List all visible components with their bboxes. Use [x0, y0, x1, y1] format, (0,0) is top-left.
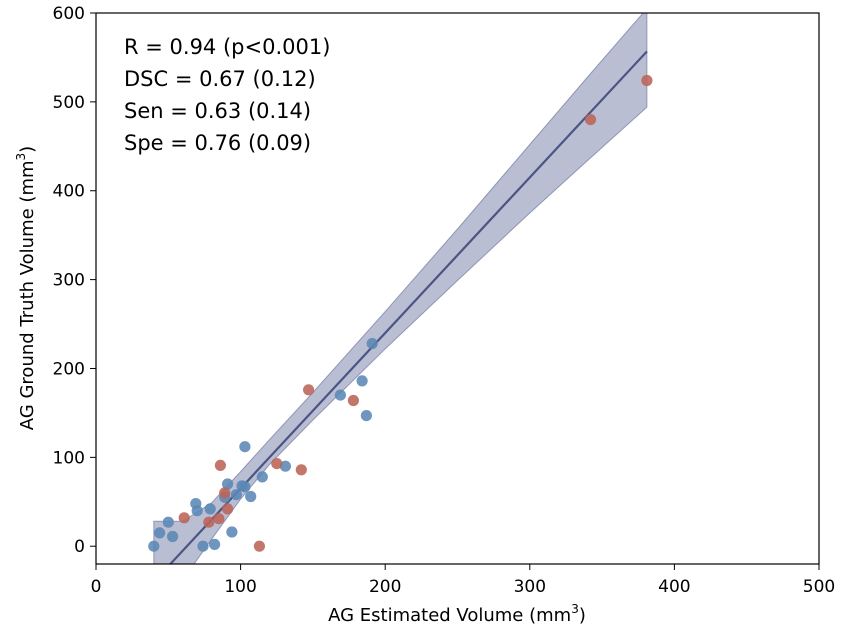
y-tick-label: 600 — [53, 4, 85, 24]
data-point-red — [219, 487, 231, 499]
y-tick-label: 300 — [53, 271, 85, 291]
data-point-blue — [239, 481, 251, 493]
data-point-red — [178, 512, 190, 524]
x-axis-ticks: 0 100 200 300 400 500 — [91, 564, 835, 597]
stat-spe: Spe = 0.76 (0.09) — [124, 131, 311, 155]
x-axis-title: AG Estimated Volume (mm3) — [328, 602, 586, 626]
data-point-red — [214, 459, 226, 471]
data-point-blue — [230, 489, 242, 501]
data-point-blue — [167, 530, 179, 543]
data-point-blue — [279, 460, 291, 472]
data-point-red — [584, 114, 597, 126]
data-point-blue — [226, 526, 238, 538]
stat-sen: Sen = 0.63 (0.14) — [124, 99, 311, 123]
data-point-red — [222, 503, 234, 515]
x-tick-label: 0 — [91, 577, 102, 597]
data-point-blue — [366, 338, 378, 350]
y-tick-label: 400 — [53, 182, 85, 202]
x-tick-label: 200 — [369, 577, 401, 597]
x-tick-label: 300 — [514, 577, 546, 597]
data-point-blue — [360, 410, 372, 422]
data-point-red — [303, 384, 315, 396]
data-point-red — [271, 458, 283, 470]
data-point-red — [641, 74, 653, 87]
data-point-blue — [256, 471, 268, 483]
data-points-layer — [148, 74, 653, 552]
y-axis-title: AG Ground Truth Volume (mm3) — [14, 146, 38, 430]
data-point-red — [347, 394, 359, 407]
y-tick-label: 500 — [53, 93, 85, 113]
x-tick-label: 100 — [224, 577, 256, 597]
data-point-red — [253, 540, 265, 552]
y-tick-label: 200 — [53, 359, 85, 379]
data-point-red — [203, 516, 215, 528]
y-tick-label: 0 — [74, 537, 85, 557]
x-tick-label: 500 — [803, 577, 835, 597]
plot-frame — [95, 12, 820, 565]
data-point-blue — [209, 538, 221, 551]
data-point-blue — [334, 389, 346, 401]
stat-r: R = 0.94 (p<0.001) — [124, 35, 330, 59]
data-point-blue — [222, 478, 234, 490]
data-point-red — [295, 464, 307, 476]
data-point-blue — [356, 375, 368, 387]
data-point-blue — [245, 490, 257, 503]
data-point-blue — [197, 540, 209, 552]
data-point-blue — [204, 503, 216, 515]
x-tick-label: 400 — [658, 577, 690, 597]
y-axis-ticks: 0 100 200 300 400 500 600 — [53, 4, 96, 557]
data-point-blue — [239, 441, 251, 453]
data-point-blue — [154, 527, 166, 539]
data-point-blue — [191, 505, 203, 517]
data-point-blue — [148, 540, 160, 552]
stat-dsc: DSC = 0.67 (0.12) — [124, 67, 316, 91]
data-point-blue — [162, 516, 174, 528]
y-tick-label: 100 — [53, 448, 85, 468]
data-point-red — [213, 513, 225, 525]
